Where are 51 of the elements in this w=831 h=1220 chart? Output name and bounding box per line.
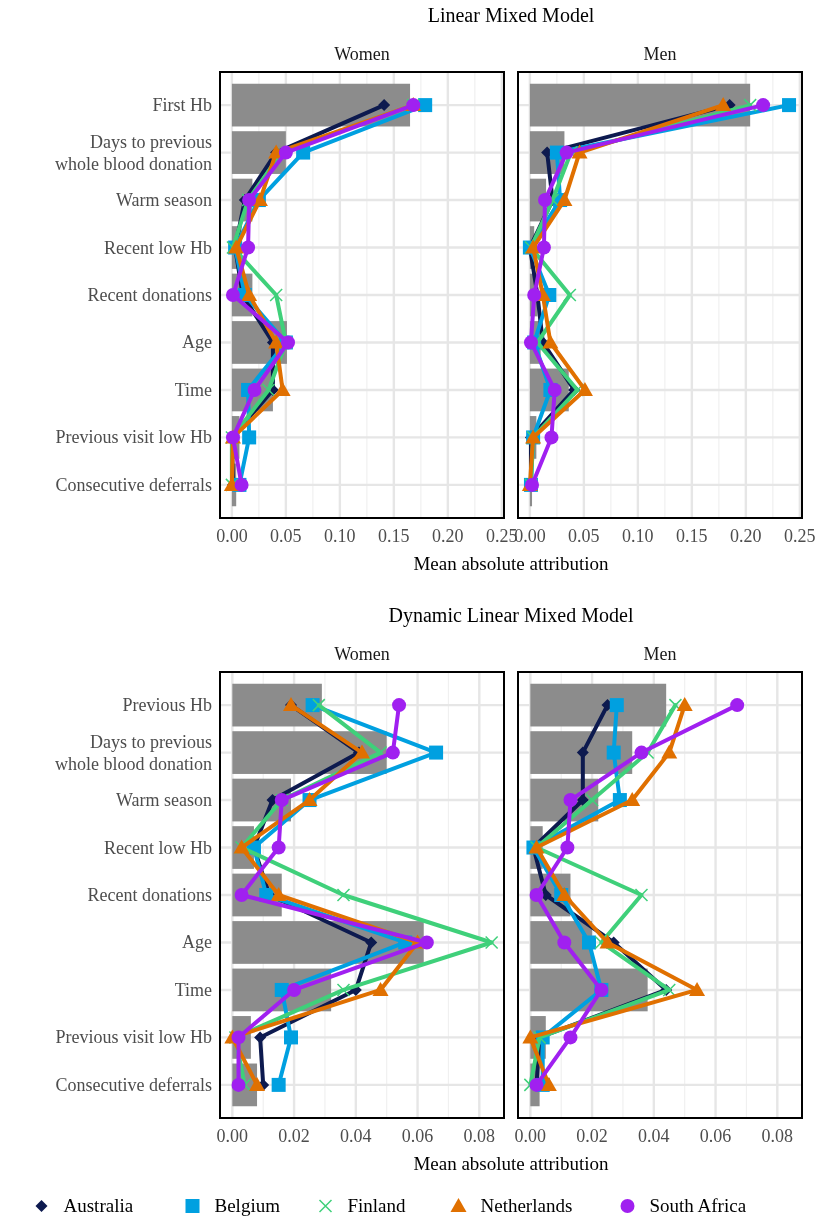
legend-label: Belgium — [214, 1195, 281, 1216]
y-tick-label: First Hb — [152, 95, 212, 116]
y-tick-label: Previous Hb — [122, 695, 212, 716]
x-axis-title: Mean absolute attribution — [413, 553, 610, 574]
chart-title: Dynamic Linear Mixed Model — [388, 604, 634, 627]
x-tick-label: 0.20 — [730, 526, 762, 546]
y-tick-label: Time — [174, 979, 212, 1000]
chart-subtitle: Women — [334, 44, 390, 64]
y-tick-label: Age — [182, 932, 212, 953]
x-tick-label: 0.15 — [378, 526, 410, 546]
y-tick-label: Recent donations — [87, 885, 212, 905]
chart-subtitle: Men — [643, 644, 677, 664]
chart-title: Linear Mixed Model — [427, 4, 595, 26]
y-tick-label: Recent low Hb — [104, 837, 212, 858]
legend-label: South Africa — [649, 1195, 747, 1216]
legend-label: Netherlands — [480, 1195, 573, 1216]
y-tick-label: Previous visit low Hb — [55, 427, 212, 448]
y-tick-label: Time — [174, 379, 212, 400]
y-tick-label: Days to previous whole blood donation — [55, 131, 212, 174]
chart-subtitle: Women — [334, 644, 390, 664]
x-tick-label: 0.10 — [324, 526, 356, 546]
legend-label: Finland — [347, 1195, 407, 1216]
y-tick-label: Warm season — [115, 190, 212, 211]
x-tick-label: 0.08 — [761, 1126, 794, 1146]
x-axis-title: Mean absolute attribution — [413, 1153, 610, 1174]
y-tick-label: Consecutive deferrals — [55, 474, 212, 495]
x-tick-label: 0.05 — [270, 526, 302, 546]
y-tick-label: Recent low Hb — [104, 237, 212, 258]
x-tick-label: 0.20 — [432, 526, 464, 546]
x-tick-label: 0.00 — [514, 1126, 547, 1146]
x-tick-label: 0.10 — [622, 526, 654, 546]
y-tick-label: Consecutive deferrals — [55, 1074, 212, 1095]
y-tick-label: Previous visit low Hb — [55, 1027, 212, 1048]
y-tick-label: Days to previous whole blood donation — [55, 731, 212, 774]
y-tick-label: Recent donations — [87, 285, 212, 305]
x-tick-label: 0.02 — [576, 1126, 608, 1146]
x-tick-label: 0.06 — [699, 1126, 732, 1146]
x-tick-label: 0.25 — [784, 526, 816, 546]
y-tick-label: Age — [182, 332, 212, 353]
x-tick-label: 0.08 — [463, 1126, 496, 1146]
x-tick-label: 0.15 — [676, 526, 708, 546]
x-tick-label: 0.04 — [638, 1126, 670, 1146]
x-tick-label: 0.02 — [278, 1126, 310, 1146]
x-tick-label: 0.00 — [216, 1126, 249, 1146]
x-tick-label: 0.06 — [401, 1126, 434, 1146]
chart-subtitle: Men — [643, 44, 677, 64]
legend-label: Australia — [63, 1195, 134, 1216]
y-tick-label: Warm season — [115, 790, 212, 811]
x-tick-label: 0.04 — [340, 1126, 372, 1146]
x-tick-label: 0.05 — [568, 526, 600, 546]
x-tick-label: 0.00 — [216, 526, 248, 546]
